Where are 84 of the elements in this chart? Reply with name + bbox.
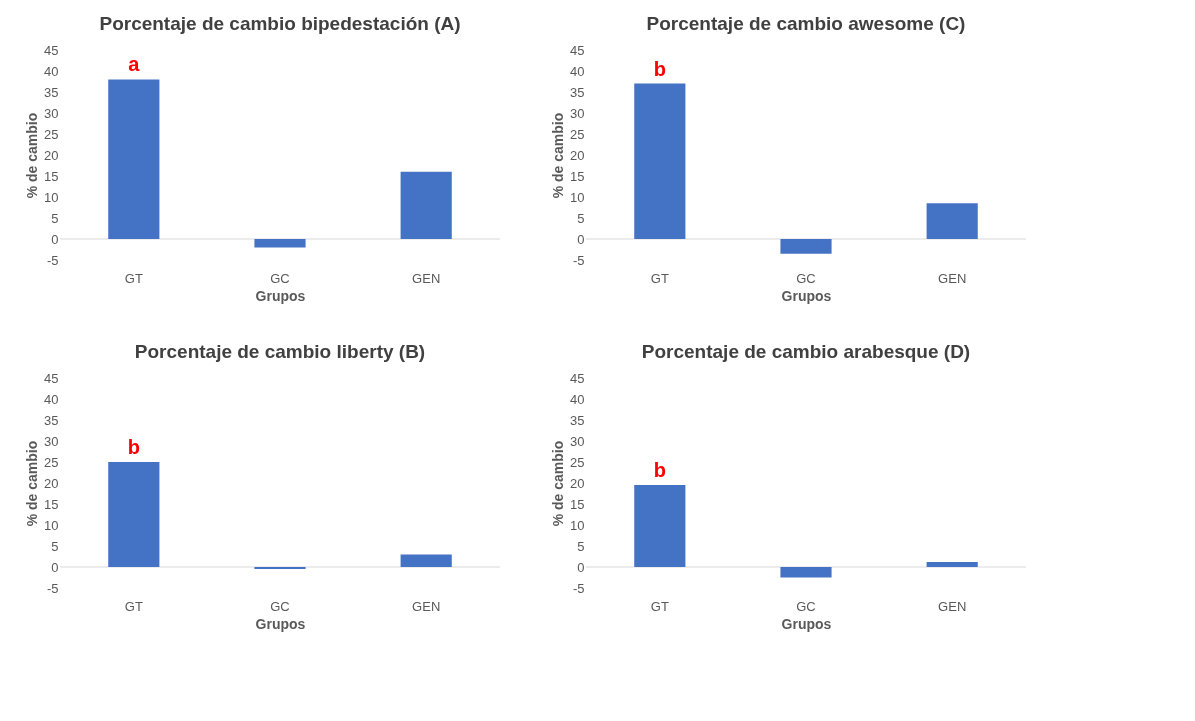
y-tick-label: -5	[572, 580, 585, 596]
y-axis-title: % de cambio	[550, 112, 567, 199]
annotation: b	[127, 436, 140, 458]
y-tick-label: 20	[570, 475, 585, 491]
y-tick-label: 5	[51, 210, 59, 226]
y-tick-label: 40	[570, 391, 585, 407]
x-tick-label: GC	[270, 598, 290, 614]
y-tick-label: 0	[51, 231, 59, 247]
y-tick-label: 10	[570, 517, 585, 533]
annotation: b	[653, 459, 666, 482]
chart-title: Porcentaje de cambio liberty (B)	[134, 341, 426, 362]
y-axis-title: % de cambio	[550, 440, 567, 527]
y-tick-label: 15	[44, 496, 59, 512]
bar	[926, 561, 978, 567]
x-axis-title: Grupos	[781, 615, 832, 632]
y-axis-title: % de cambio	[24, 440, 41, 527]
x-tick-label: GEN	[412, 270, 441, 286]
x-tick-label: GC	[796, 270, 816, 286]
y-tick-label: 20	[44, 147, 59, 163]
bar	[400, 171, 452, 239]
chart-title: Porcentaje de cambio awesome (C)	[646, 13, 966, 34]
bar	[780, 567, 832, 578]
y-tick-label: 15	[44, 168, 59, 184]
bar	[634, 485, 686, 567]
y-tick-label: 10	[44, 189, 59, 205]
y-tick-label: 15	[570, 168, 585, 184]
x-tick-label: GT	[124, 270, 143, 286]
y-tick-label: 15	[570, 496, 585, 512]
x-tick-label: GC	[796, 598, 816, 614]
y-tick-label: 40	[570, 63, 585, 79]
bar	[254, 567, 306, 570]
y-tick-label: 25	[44, 454, 59, 470]
x-tick-label: GEN	[412, 598, 441, 614]
y-tick-label: 45	[570, 42, 585, 58]
y-tick-label: 0	[577, 231, 585, 247]
x-tick-label: GT	[124, 598, 143, 614]
y-tick-label: 30	[44, 433, 59, 449]
x-tick-label: GEN	[938, 598, 967, 614]
y-tick-label: 5	[577, 538, 585, 554]
y-tick-label: 45	[44, 42, 59, 58]
x-axis-title: Grupos	[255, 287, 306, 304]
y-tick-label: -5	[46, 252, 59, 268]
y-tick-label: -5	[46, 580, 59, 596]
bar	[780, 239, 832, 254]
x-axis-title: Grupos	[781, 287, 832, 304]
bar	[254, 239, 306, 248]
y-tick-label: 25	[570, 454, 585, 470]
chart-title: Porcentaje de cambio arabesque (D)	[641, 341, 971, 362]
x-tick-label: GEN	[938, 270, 967, 286]
y-tick-label: 20	[570, 147, 585, 163]
y-tick-label: 40	[44, 391, 59, 407]
y-tick-label: 45	[570, 370, 585, 386]
y-tick-label: 35	[570, 412, 585, 428]
y-tick-label: 25	[44, 126, 59, 142]
y-tick-label: 0	[577, 559, 585, 575]
y-tick-label: 30	[44, 105, 59, 121]
y-tick-label: 10	[570, 189, 585, 205]
annotation: b	[653, 57, 666, 80]
bar	[926, 203, 978, 239]
y-tick-label: 45	[44, 370, 59, 386]
y-tick-label: 5	[51, 538, 59, 554]
bar	[634, 83, 686, 239]
y-tick-label: 5	[577, 210, 585, 226]
y-tick-label: 10	[44, 517, 59, 533]
annotation: a	[128, 53, 141, 76]
bar	[400, 554, 452, 567]
bar	[108, 462, 160, 567]
y-tick-label: 35	[44, 412, 59, 428]
y-tick-label: 35	[570, 84, 585, 100]
y-tick-label: 20	[44, 475, 59, 491]
y-axis-title: % de cambio	[24, 112, 41, 199]
y-tick-label: 30	[570, 433, 585, 449]
y-tick-label: 25	[570, 126, 585, 142]
x-tick-label: GT	[650, 598, 669, 614]
chart-title: Porcentaje de cambio bipedestación (A)	[99, 13, 461, 34]
y-tick-label: -5	[572, 252, 585, 268]
x-axis-title: Grupos	[255, 615, 306, 632]
y-tick-label: 30	[570, 105, 585, 121]
y-tick-label: 40	[44, 63, 59, 79]
y-tick-label: 0	[51, 559, 59, 575]
bar	[108, 79, 160, 239]
x-tick-label: GT	[650, 270, 669, 286]
x-tick-label: GC	[270, 270, 290, 286]
y-tick-label: 35	[44, 84, 59, 100]
